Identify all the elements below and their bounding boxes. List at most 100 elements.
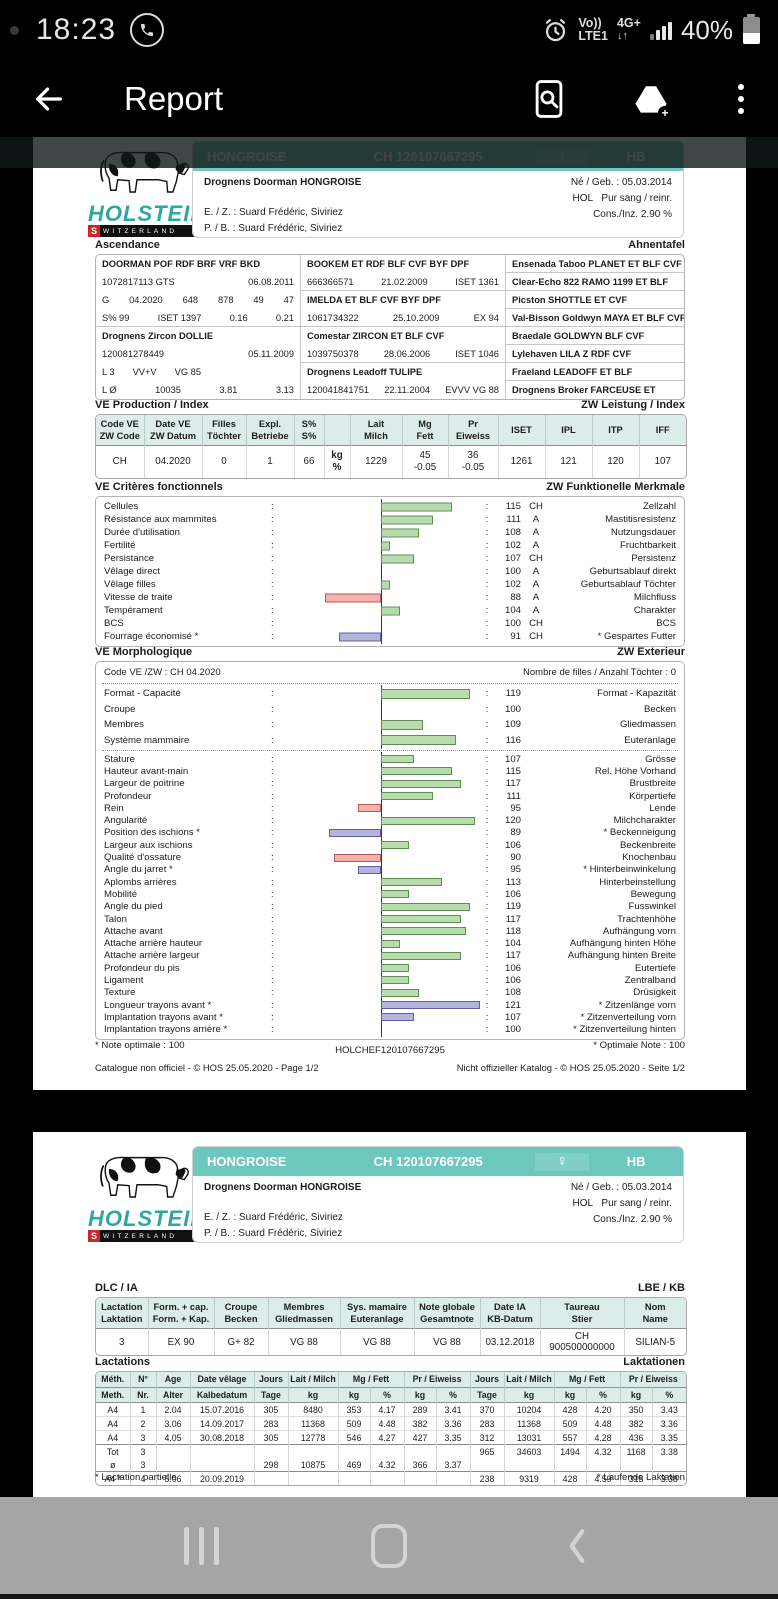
table-header-cell: Croupe Becken bbox=[214, 1298, 269, 1329]
logo-country-text: WITZERLAND bbox=[103, 1232, 178, 1240]
camera-cutout bbox=[10, 26, 19, 35]
pedigree-cell: EX 94 bbox=[473, 312, 499, 323]
table-header-cell: Tage bbox=[254, 1387, 289, 1403]
table-header-cell: Pr / Eiweiss bbox=[620, 1372, 686, 1387]
colon: : bbox=[271, 540, 274, 551]
trait-bar bbox=[381, 767, 452, 776]
trait-label-de: Charakter bbox=[633, 605, 676, 616]
pedigree-cell: 648 bbox=[182, 295, 199, 305]
trait-label: Vêlage filles bbox=[104, 579, 156, 590]
status-time: 18:23 bbox=[36, 13, 117, 46]
trait-row: Profondeur:: 111 Körpertiefe bbox=[96, 788, 684, 804]
pdf-page-1[interactable]: HOLSTEIN S WITZERLAND HONGROISE CH 12010… bbox=[33, 137, 746, 1090]
trait-label-de: * Hinterbeinwinkelung bbox=[583, 864, 676, 876]
table-cell: 427 bbox=[404, 1430, 437, 1445]
trait-bar-chart bbox=[281, 924, 481, 939]
pedigree-cell: 1072817113 GTS bbox=[102, 277, 175, 287]
trait-label-de: Grösse bbox=[645, 753, 676, 765]
colon: : bbox=[271, 999, 274, 1011]
logo-country-band: S WITZERLAND bbox=[88, 1230, 220, 1242]
back-button[interactable] bbox=[26, 76, 72, 122]
pedigree-row: 120041841751 22.11.2004 EVVV VG 88 bbox=[301, 381, 505, 399]
trait-row: Rein:: 95 Lende bbox=[96, 801, 684, 816]
trait-label: Fourrage économisé * bbox=[104, 631, 199, 642]
trait-bar bbox=[381, 951, 461, 960]
phone-icon bbox=[141, 24, 154, 36]
pedigree-cell: 47 bbox=[283, 295, 294, 305]
trait-bar-chart bbox=[281, 862, 481, 878]
pedigree-cell: Fraeland LEADOFF ET BLF bbox=[512, 366, 633, 377]
table-header-cell: Tage bbox=[470, 1387, 505, 1403]
pdf-page-2[interactable]: HOLSTEIN S WITZERLAND HONGROISE CH 12010… bbox=[33, 1132, 746, 1497]
trait-label: Profondeur du pis bbox=[104, 962, 180, 974]
pedigree-cell: Ensenada Taboo PLANET ET BLF CVF BYF bbox=[512, 258, 685, 269]
trait-label-de: Körpertiefe bbox=[629, 790, 676, 802]
colon: : bbox=[485, 778, 489, 790]
table-cell bbox=[652, 1458, 686, 1472]
footnote-de: * Laufende Laktation bbox=[596, 1472, 685, 1483]
trait-value: 106 bbox=[504, 888, 521, 900]
trait-row: Position des ischions *:: 89 * Beckenneigu… bbox=[96, 825, 684, 841]
table-cell: 546 bbox=[338, 1430, 371, 1445]
find-in-page-button[interactable] bbox=[526, 76, 572, 122]
dlc-title-fr: DLC / IA bbox=[95, 1282, 138, 1294]
trait-label-de: Milchfluss bbox=[633, 592, 676, 603]
trait-row: Attache arrière hauteur:: 104 Aufhängung h… bbox=[96, 936, 684, 952]
trait-label: Talon bbox=[104, 913, 127, 925]
table-cell: 1494 bbox=[554, 1444, 587, 1458]
home-button[interactable] bbox=[359, 1521, 419, 1571]
table-cell: VG 88 bbox=[268, 1328, 341, 1355]
colon: : bbox=[271, 734, 274, 746]
table-header-cell: Kalbedatum bbox=[190, 1387, 255, 1403]
status-bar: 18:23 Vo)) LTE1 4G+ ↓↑ 40% bbox=[0, 0, 778, 60]
trait-label: Durée d'utilisation bbox=[104, 527, 180, 538]
colon: : bbox=[485, 527, 489, 538]
trait-bar-chart bbox=[281, 700, 481, 718]
trait-bar-chart bbox=[281, 838, 481, 853]
trait-value: 89 bbox=[510, 827, 521, 839]
table-header-cell: Meth. bbox=[96, 1387, 131, 1403]
colon: : bbox=[485, 765, 489, 777]
trait-bar bbox=[381, 719, 424, 730]
trait-value: 113 bbox=[505, 876, 521, 888]
trait-label: Format - Capacité bbox=[104, 688, 181, 700]
signal-strength-icon bbox=[649, 20, 672, 40]
table-header-cell: Lait / Milch bbox=[288, 1372, 339, 1387]
trait-label-de: * Zitzenverteilung hinten bbox=[573, 1024, 676, 1036]
trait-value: 115 bbox=[505, 501, 521, 512]
table-cell: 107 bbox=[654, 456, 671, 467]
trait-bar bbox=[381, 541, 391, 550]
trait-row: Implantation trayons avant *:: 107 * Zitze… bbox=[96, 1010, 684, 1025]
colon: : bbox=[271, 827, 274, 839]
colon: : bbox=[485, 876, 489, 888]
trait-bar bbox=[381, 841, 410, 850]
colon: : bbox=[271, 815, 274, 827]
colon: : bbox=[485, 514, 489, 525]
trait-value: 100 bbox=[504, 1024, 521, 1036]
trait-value: 116 bbox=[505, 734, 521, 746]
table-header-cell: kg bbox=[404, 1387, 437, 1403]
recents-button[interactable] bbox=[171, 1521, 231, 1571]
trait-value: 104 bbox=[504, 605, 521, 616]
table-header-cell: Membres Gliedmassen bbox=[268, 1298, 341, 1329]
back-nav-button[interactable] bbox=[547, 1521, 607, 1571]
trait-label-de: Fruchtbarkeit bbox=[620, 540, 676, 551]
trait-label-de: Zentralband bbox=[624, 974, 676, 986]
table-cell: CH bbox=[96, 445, 145, 478]
colon: : bbox=[485, 566, 489, 577]
add-to-drive-button[interactable]: + bbox=[628, 76, 674, 122]
colon: : bbox=[271, 962, 274, 974]
pedigree-cell: L 3 bbox=[102, 367, 115, 377]
trait-code: A bbox=[532, 540, 540, 551]
trait-bar bbox=[381, 976, 410, 985]
table-header-cell: Taureau Stier bbox=[540, 1298, 625, 1329]
table-header-cell: kg bbox=[554, 1387, 587, 1403]
pedigree-cell: S% 99 bbox=[102, 312, 130, 323]
table-cell: 509 bbox=[338, 1416, 371, 1431]
animal-birthdate: Né / Geb. : 05.03.2014 bbox=[570, 1182, 672, 1193]
overflow-menu-button[interactable] bbox=[718, 76, 764, 122]
colon: : bbox=[271, 778, 274, 790]
morphology-detail-rows: Stature::107 Grösse Hauteur avant-main::11… bbox=[96, 751, 684, 1038]
trait-bar bbox=[381, 515, 433, 524]
trait-value: 121 bbox=[504, 999, 521, 1011]
